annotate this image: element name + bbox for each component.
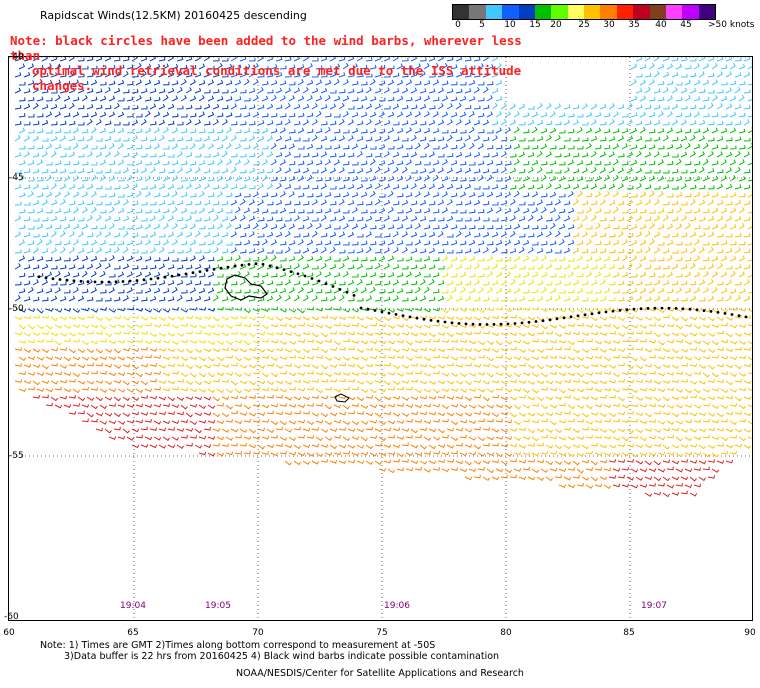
legend-label: 35 <box>628 20 640 30</box>
legend-swatch <box>584 5 601 19</box>
legend-label: 45 <box>680 20 692 30</box>
legend-swatch <box>469 5 486 19</box>
note-line-1: Note: black circles have been added to t… <box>10 33 522 63</box>
legend-label: 5 <box>479 20 485 30</box>
legend-swatch <box>600 5 617 19</box>
map-title: Rapidscat Winds(12.5KM) 20160425 descend… <box>40 9 307 22</box>
legend-label: 15 <box>529 20 541 30</box>
footnote-line-1: Note: 1) Times are GMT 2)Times along bot… <box>40 640 436 651</box>
legend-label: 0 <box>455 20 461 30</box>
contamination-markers <box>37 262 748 326</box>
lon-label-80: 80 <box>500 628 512 638</box>
lat-label-45: -45 <box>9 173 24 183</box>
legend-label: 25 <box>578 20 590 30</box>
legend-swatch <box>485 5 503 19</box>
lon-label-70: 70 <box>252 628 264 638</box>
legend-label: 20 <box>550 20 562 30</box>
legend-swatch <box>698 5 715 19</box>
legend-unit: >50 knots <box>708 20 755 30</box>
lat-label-55: -55 <box>9 451 24 461</box>
lat-label-50: -50 <box>9 304 24 314</box>
time-label-1904: 19:04 <box>120 601 146 611</box>
credit-line: NOAA/NESDIS/Center for Satellite Applica… <box>236 668 524 679</box>
footnote-line-2: 3)Data buffer is 22 hrs from 20160425 4)… <box>64 651 500 662</box>
graticule <box>9 57 752 620</box>
wind-speed-color-legend <box>452 4 716 20</box>
island-outline <box>334 393 350 403</box>
time-label-1906: 19:06 <box>384 601 410 611</box>
legend-swatch <box>665 5 683 19</box>
legend-label: 10 <box>504 20 516 30</box>
legend-swatch <box>551 5 568 19</box>
legend-label: 40 <box>655 20 667 30</box>
lon-label-75: 75 <box>376 628 388 638</box>
lon-label-85: 85 <box>623 628 635 638</box>
note-line-2: optimal wind retrieval conditions are me… <box>32 63 522 93</box>
legend-swatch <box>502 5 519 19</box>
island-outline <box>224 274 268 301</box>
wind-barb-map <box>8 56 753 621</box>
map-canvas <box>9 57 752 620</box>
lat-label-40: -40 <box>9 52 24 62</box>
legend-swatch <box>682 5 699 19</box>
lon-label-90: 90 <box>744 628 756 638</box>
wind-barbs <box>14 57 752 498</box>
lat-label-60: -60 <box>4 612 19 622</box>
legend-swatch <box>616 5 634 19</box>
lon-label-60: 60 <box>3 628 15 638</box>
legend-swatch <box>453 5 470 19</box>
time-label-1905: 19:05 <box>205 601 231 611</box>
legend-swatch <box>567 5 584 19</box>
legend-swatch <box>633 5 650 19</box>
legend-swatch <box>649 5 666 19</box>
lon-label-65: 65 <box>127 628 139 638</box>
legend-label: 30 <box>603 20 615 30</box>
legend-swatch <box>518 5 535 19</box>
legend-swatch <box>534 5 552 19</box>
contamination-note: Note: black circles have been added to t… <box>10 33 550 93</box>
time-label-1907: 19:07 <box>641 601 667 611</box>
